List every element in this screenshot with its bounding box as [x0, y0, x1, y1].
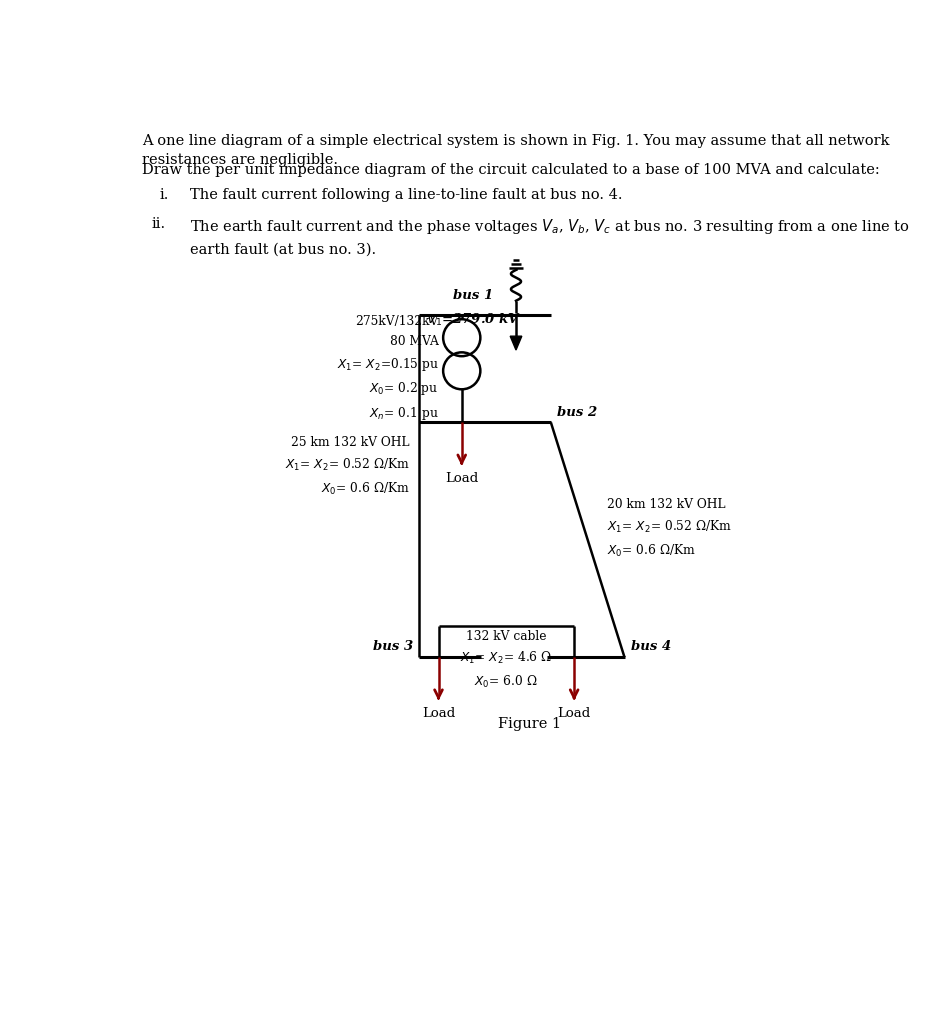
Text: Figure 1: Figure 1	[498, 718, 561, 731]
Polygon shape	[511, 336, 522, 350]
Text: The earth fault current and the phase voltages $V_a$, $V_b$, $V_c$ at bus no. 3 : The earth fault current and the phase vo…	[191, 217, 911, 236]
Text: Load: Load	[445, 472, 479, 485]
Text: bus 1: bus 1	[453, 290, 494, 302]
Text: earth fault (at bus no. 3).: earth fault (at bus no. 3).	[191, 243, 377, 257]
Text: The fault current following a line-to-line fault at bus no. 4.: The fault current following a line-to-li…	[191, 187, 623, 202]
Text: A one line diagram of a simple electrical system is shown in Fig. 1. You may ass: A one line diagram of a simple electrica…	[142, 134, 889, 167]
Text: bus 4: bus 4	[631, 640, 671, 653]
Text: Load: Load	[557, 708, 591, 720]
Text: ii.: ii.	[151, 217, 165, 230]
Text: bus 2: bus 2	[557, 406, 597, 419]
Text: bus 3: bus 3	[373, 640, 413, 653]
Text: Load: Load	[422, 708, 455, 720]
Text: 25 km 132 kV OHL
$X_1$= $X_2$= 0.52 Ω/Km
$X_0$= 0.6 Ω/Km: 25 km 132 kV OHL $X_1$= $X_2$= 0.52 Ω/Km…	[284, 436, 410, 497]
Text: i.: i.	[160, 187, 169, 202]
Text: 132 kV cable
$X_1$= $X_2$= 4.6 Ω
$X_0$= 6.0 Ω: 132 kV cable $X_1$= $X_2$= 4.6 Ω $X_0$= …	[460, 630, 553, 690]
Text: Draw the per unit impedance diagram of the circuit calculated to a base of 100 M: Draw the per unit impedance diagram of t…	[142, 163, 880, 177]
Text: $V_1$=279.0 kV: $V_1$=279.0 kV	[425, 312, 521, 329]
Text: 20 km 132 kV OHL
$X_1$= $X_2$= 0.52 Ω/Km
$X_0$= 0.6 Ω/Km: 20 km 132 kV OHL $X_1$= $X_2$= 0.52 Ω/Km…	[607, 498, 732, 559]
Text: 275kV/132kV
80 MVA
$X_1$= $X_2$=0.15 pu
$X_0$= 0.2 pu
$X_n$= 0.1 pu: 275kV/132kV 80 MVA $X_1$= $X_2$=0.15 pu …	[337, 315, 439, 422]
